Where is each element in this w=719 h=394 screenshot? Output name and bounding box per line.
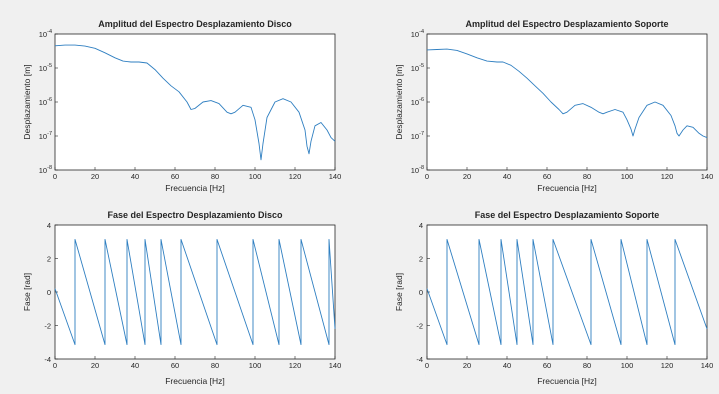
y-tick-label: -4: [44, 355, 51, 364]
series-line: [54, 44, 336, 161]
plot-area: [54, 33, 336, 171]
y-axis-label: Fase [rad]: [394, 273, 404, 311]
x-tick-label: 80: [583, 361, 591, 370]
x-tick-label: 100: [249, 361, 262, 370]
y-tick-label: 2: [47, 255, 51, 264]
y-tick-label: 0: [47, 288, 51, 297]
chart-title: Amplitud del Espectro Desplazamiento Dis…: [98, 19, 292, 29]
x-tick-label: 120: [289, 361, 302, 370]
axis-ticks: 0 20 40 60 80 100 120 140 10-8 10-7 10-6 10-5 10-4: [411, 29, 713, 181]
x-axis-label: Frecuencia [Hz]: [537, 183, 597, 193]
y-axis-label: Fase [rad]: [22, 273, 32, 311]
y-tick-label: 4: [419, 221, 423, 230]
x-tick-label: 80: [211, 172, 219, 181]
x-tick-label: 40: [503, 361, 511, 370]
y-tick-label: 0: [419, 288, 423, 297]
x-tick-label: 100: [621, 361, 634, 370]
x-tick-label: 140: [701, 361, 714, 370]
x-tick-label: 40: [503, 172, 511, 181]
x-tick-label: 0: [53, 172, 57, 181]
y-axis-label: Desplazamiento [m]: [394, 64, 404, 139]
y-tick-label: 10-4: [39, 29, 52, 39]
y-tick-label: 2: [419, 255, 423, 264]
x-tick-label: 0: [53, 361, 57, 370]
x-tick-label: 60: [543, 172, 551, 181]
axis-ticks: 0 20 40 60 80 100 120 140 10-8 10-7 10-6 10-5 10-4: [39, 29, 341, 181]
chart-title: Fase del Espectro Desplazamiento Soporte: [475, 210, 660, 220]
x-tick-label: 100: [249, 172, 262, 181]
amplitude-disco-panel: Amplitud del Espectro Desplazamiento Dis…: [22, 19, 341, 193]
x-tick-label: 140: [329, 172, 342, 181]
x-tick-label: 20: [463, 361, 471, 370]
plot-area: [426, 224, 708, 360]
series-line: [426, 48, 708, 139]
x-tick-label: 40: [131, 361, 139, 370]
chart-title: Amplitud del Espectro Desplazamiento Sop…: [465, 19, 668, 29]
amplitude-series-line: [426, 48, 708, 139]
y-tick-label: 10-8: [411, 165, 424, 175]
series-line: [426, 238, 708, 346]
phase-disco-panel: Fase del Espectro Desplazamiento Disco F…: [22, 210, 341, 386]
x-tick-label: 60: [171, 361, 179, 370]
x-axis-label: Frecuencia [Hz]: [537, 376, 597, 386]
x-tick-label: 0: [425, 361, 429, 370]
phase-series-line: [426, 238, 708, 346]
x-tick-label: 140: [701, 172, 714, 181]
series-line: [54, 238, 336, 346]
y-tick-label: 10-8: [39, 165, 52, 175]
x-tick-label: 80: [211, 361, 219, 370]
y-axis-label: Desplazamiento [m]: [22, 64, 32, 139]
amplitude-soporte-panel: Amplitud del Espectro Desplazamiento Sop…: [394, 19, 713, 193]
x-tick-label: 100: [621, 172, 634, 181]
y-tick-label: 10-6: [39, 97, 52, 107]
y-tick-label: 10-4: [411, 29, 424, 39]
x-axis-label: Frecuencia [Hz]: [165, 376, 225, 386]
x-tick-label: 120: [661, 172, 674, 181]
phase-series-line: [54, 238, 336, 346]
x-tick-label: 40: [131, 172, 139, 181]
plot-area: [54, 224, 336, 360]
x-tick-label: 0: [425, 172, 429, 181]
x-tick-label: 20: [463, 172, 471, 181]
x-tick-label: 60: [171, 172, 179, 181]
x-tick-label: 140: [329, 361, 342, 370]
x-tick-label: 60: [543, 361, 551, 370]
y-tick-label: 10-5: [39, 63, 52, 73]
y-tick-label: 10-7: [411, 131, 424, 141]
x-tick-label: 120: [289, 172, 302, 181]
x-tick-label: 120: [661, 361, 674, 370]
chart-title: Fase del Espectro Desplazamiento Disco: [107, 210, 283, 220]
y-tick-label: 10-5: [411, 63, 424, 73]
x-tick-label: 80: [583, 172, 591, 181]
amplitude-series-line: [54, 44, 336, 161]
y-tick-label: -2: [44, 322, 51, 331]
y-tick-label: 4: [47, 221, 51, 230]
x-tick-label: 20: [91, 172, 99, 181]
y-tick-label: 10-7: [39, 131, 52, 141]
x-tick-label: 20: [91, 361, 99, 370]
phase-soporte-panel: Fase del Espectro Desplazamiento Soporte…: [394, 210, 713, 386]
axis-ticks: 0 20 40 60 80 100 120 140 -4 -2 0 2 4: [44, 221, 341, 370]
axis-ticks: 0 20 40 60 80 100 120 140 -4 -2 0 2 4: [416, 221, 713, 370]
y-tick-label: -2: [416, 322, 423, 331]
y-tick-label: -4: [416, 355, 423, 364]
y-tick-label: 10-6: [411, 97, 424, 107]
x-axis-label: Frecuencia [Hz]: [165, 183, 225, 193]
